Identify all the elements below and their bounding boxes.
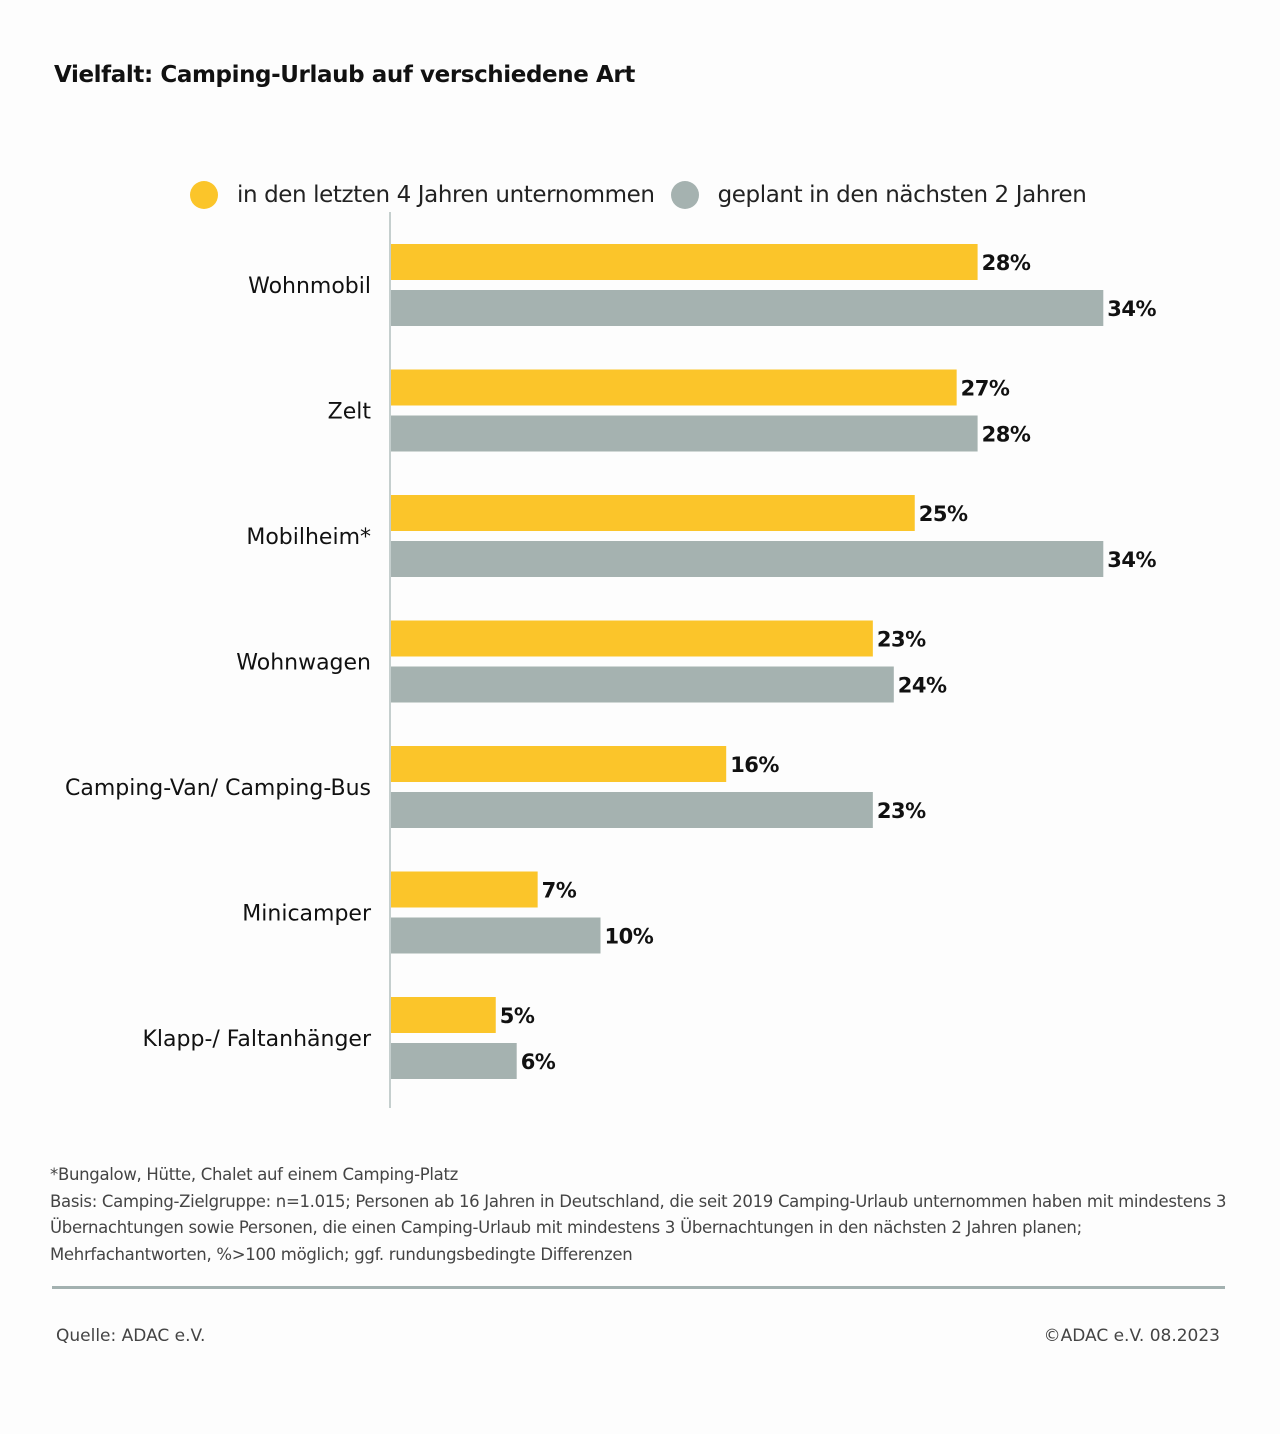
bar-planned: [391, 666, 894, 703]
data-label: 6%: [521, 1050, 556, 1074]
data-label: 10%: [605, 925, 654, 949]
bar-planned: [391, 290, 1104, 326]
data-label: 34%: [1107, 548, 1156, 572]
legend-swatch-past: [190, 181, 218, 209]
category-label: Wohnmobil: [248, 274, 371, 299]
bar-planned: [391, 541, 1104, 577]
footnote-asterisk: *Bungalow, Hütte, Chalet auf einem Campi…: [50, 1165, 459, 1184]
bar-past: [391, 369, 957, 406]
legend-label-planned: geplant in den nächsten 2 Jahren: [717, 182, 1087, 208]
data-label: 5%: [500, 1004, 535, 1028]
bar-planned: [391, 415, 978, 452]
data-label: 16%: [730, 753, 779, 777]
data-label: 27%: [961, 377, 1010, 401]
category-label: Mobilheim*: [246, 525, 371, 550]
bar-planned: [391, 1043, 517, 1079]
footnotes: *Bungalow, Hütte, Chalet auf einem Campi…: [50, 1162, 1230, 1268]
bar-past: [391, 871, 538, 908]
bar-past: [391, 620, 873, 657]
bar-past: [391, 746, 727, 782]
legend-item-past: in den letzten 4 Jahren unternommen: [190, 181, 655, 209]
footer-divider: [52, 1286, 1225, 1289]
bar-planned: [391, 792, 873, 828]
category-label: Minicamper: [242, 902, 372, 927]
legend-swatch-planned: [670, 181, 699, 209]
legend-item-planned: geplant in den nächsten 2 Jahren: [670, 181, 1087, 209]
bar-past: [391, 997, 496, 1033]
data-label: 7%: [542, 879, 577, 903]
footnote-basis: Basis: Camping-Zielgruppe: n=1.015; Pers…: [50, 1191, 1227, 1264]
category-label: Zelt: [328, 400, 372, 425]
copyright-note: ©ADAC e.V. 08.2023: [1043, 1326, 1220, 1346]
data-label: 23%: [877, 628, 926, 652]
data-label: 28%: [982, 423, 1031, 447]
data-label: 24%: [898, 674, 947, 698]
category-label: Klapp-/ Faltanhänger: [143, 1027, 372, 1052]
chart-title: Vielfalt: Camping-Urlaub auf verschieden…: [54, 62, 635, 88]
data-label: 34%: [1107, 297, 1156, 321]
category-label: Wohnwagen: [236, 651, 371, 676]
bar-planned: [391, 917, 601, 954]
source-note: Quelle: ADAC e.V.: [56, 1326, 206, 1346]
category-label: Camping-Van/ Camping-Bus: [65, 776, 371, 801]
legend: in den letzten 4 Jahren unternommen gepl…: [190, 181, 1102, 209]
bar-past: [391, 244, 978, 280]
data-label: 28%: [982, 251, 1031, 275]
bar-past: [391, 495, 915, 531]
legend-label-past: in den letzten 4 Jahren unternommen: [237, 182, 655, 208]
data-label: 25%: [919, 502, 968, 526]
data-label: 23%: [877, 799, 926, 823]
